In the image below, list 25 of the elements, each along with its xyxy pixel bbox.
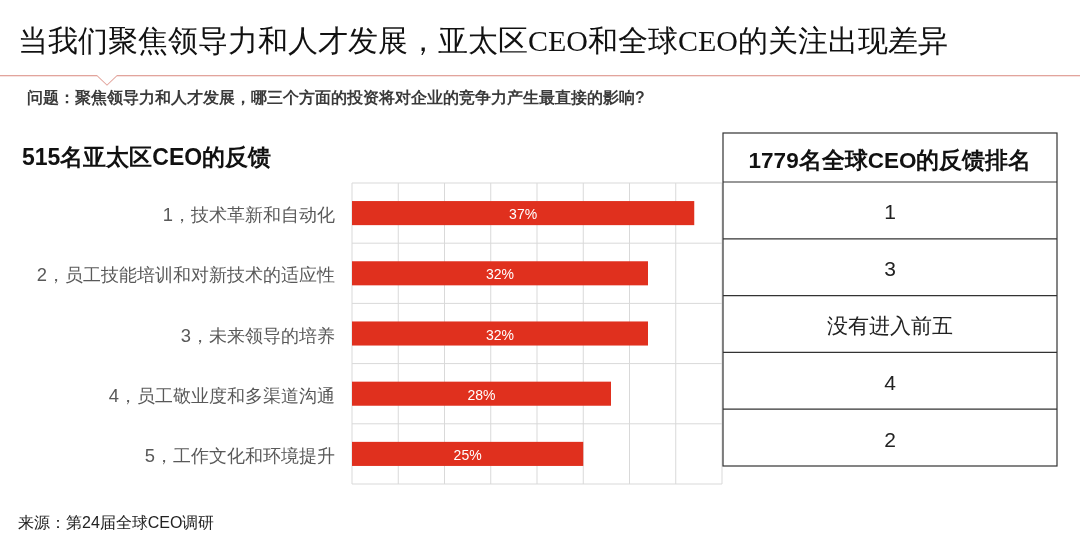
bar bbox=[352, 201, 695, 226]
y-tick-label: 3，未来领导的培养 bbox=[180, 324, 335, 345]
text: 问题：聚焦领导力和人才发展，哪三个方面的投资将对企业的竞争力产生最直接的影响? bbox=[27, 88, 645, 107]
text: 3 bbox=[884, 256, 896, 280]
text: 2 bbox=[884, 427, 896, 451]
text: 4 bbox=[884, 370, 897, 394]
data-label: 32% bbox=[485, 326, 515, 343]
bar bbox=[352, 441, 584, 466]
data-label: 25% bbox=[453, 446, 482, 463]
data-label: 37% bbox=[509, 206, 538, 223]
text: 当我们聚焦领导力和人才发展，亚太区CEO和全球CEO的关注出现差异 bbox=[18, 24, 948, 57]
text: 没有进入前五 bbox=[827, 313, 953, 337]
data-label: 32% bbox=[485, 266, 515, 283]
y-tick-label: 5，工作文化和环境提升 bbox=[144, 444, 335, 466]
y-tick-label: 1，技术革新和自动化 bbox=[162, 203, 335, 225]
text: 515名亚太区CEO的反馈 bbox=[22, 144, 272, 170]
data-label: 28% bbox=[467, 386, 496, 403]
bar bbox=[352, 381, 611, 406]
text: 1 bbox=[884, 199, 896, 223]
bar bbox=[352, 261, 648, 286]
bar bbox=[352, 321, 648, 346]
source-note: 来源：第24届全球CEO调研 bbox=[18, 514, 215, 531]
text: 1779名全球CEO的反馈排名 bbox=[748, 147, 1032, 172]
y-tick-label: 2，员工技能培训和对新技术的适应性 bbox=[36, 263, 335, 285]
y-tick-label: 4，员工敬业度和多渠道沟通 bbox=[108, 384, 335, 406]
